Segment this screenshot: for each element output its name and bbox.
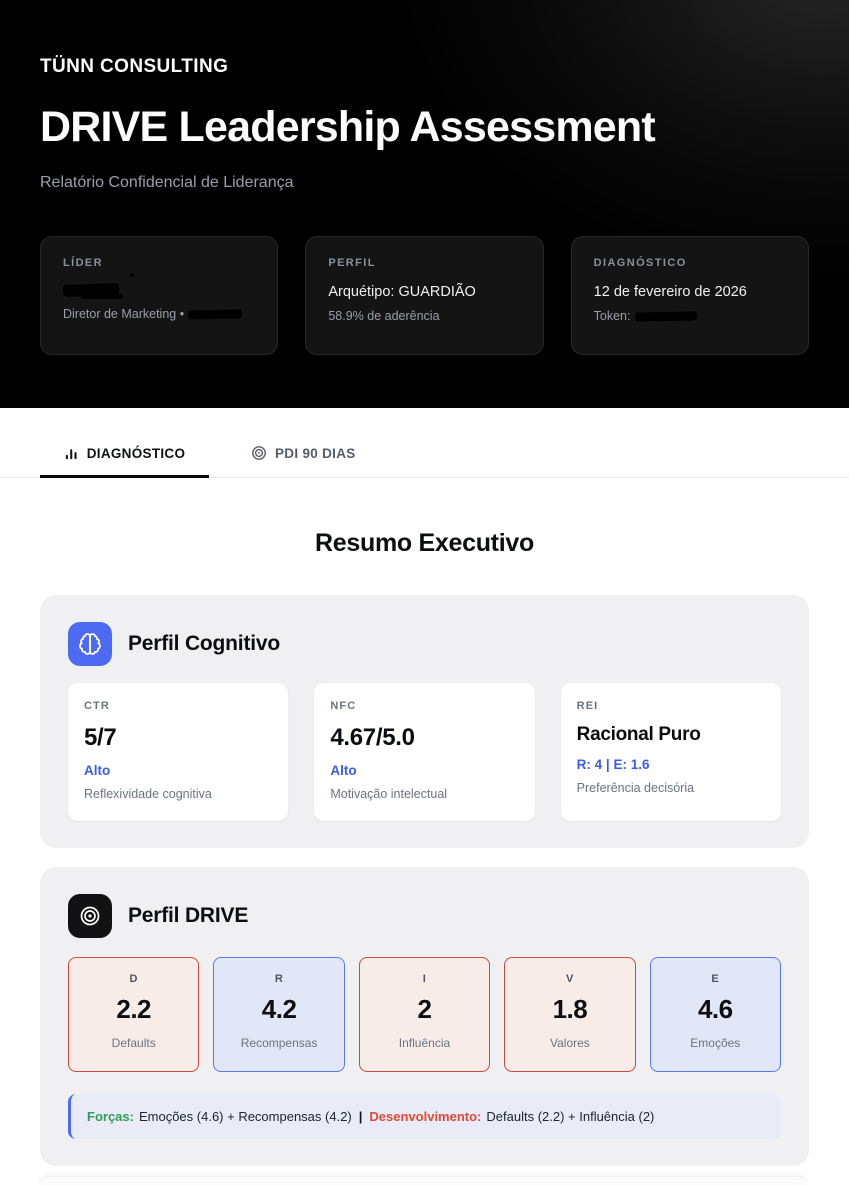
dimension-letter: E xyxy=(711,973,720,985)
brain-icon xyxy=(68,622,112,666)
leader-card: LÍDER Diretor de Marketing • xyxy=(40,236,279,355)
metric-level: Alto xyxy=(84,763,111,778)
diagnostic-card-label: DIAGNÓSTICO xyxy=(593,257,687,269)
dimension-letter: D xyxy=(129,973,138,985)
metric-code: NFC xyxy=(330,700,357,712)
leader-name-redacted xyxy=(62,273,255,299)
dimension-card-recompensas: R 4.2 Recompensas xyxy=(213,957,345,1072)
dimension-name: Recompensas xyxy=(240,1036,318,1050)
report-title: DRIVE Leadership Assessment xyxy=(40,103,656,151)
token-redacted xyxy=(634,311,697,322)
diagnostic-date: 12 de fevereiro de 2026 xyxy=(593,284,747,300)
dimension-letter: R xyxy=(274,973,284,985)
token-label: Token: xyxy=(593,309,631,323)
dimension-score: 2 xyxy=(417,994,432,1024)
dimension-score: 4.2 xyxy=(261,994,297,1024)
dimension-name: Influência xyxy=(398,1036,451,1050)
section-title: Resumo Executivo xyxy=(315,529,534,557)
leader-role: Diretor de Marketing • xyxy=(63,307,255,321)
drive-panel-title: Perfil DRIVE xyxy=(128,904,249,927)
dimension-card-defaults: D 2.2 Defaults xyxy=(68,957,200,1072)
cognitive-profile-panel: Perfil Cognitivo CTR 5/7 Alto Reflexivid… xyxy=(40,595,809,848)
metric-card-nfc: NFC 4.67/5.0 Alto Motivação intelectual xyxy=(314,683,535,821)
metric-card-ctr: CTR 5/7 Alto Reflexividade cognitiva xyxy=(68,683,289,821)
redaction-dot xyxy=(130,273,134,277)
hero-header: TÜNN CONSULTING DRIVE Leadership Assessm… xyxy=(0,0,849,408)
hero-info-cards: LÍDER Diretor de Marketing • PERFIL Arqu… xyxy=(40,236,809,355)
cognitive-panel-header: Perfil Cognitivo xyxy=(68,622,781,666)
brand-name: TÜNN CONSULTING xyxy=(40,56,229,77)
metric-description: Reflexividade cognitiva xyxy=(84,787,212,801)
leader-role-text: Diretor de Marketing • xyxy=(63,307,185,321)
dimension-name: Emoções xyxy=(690,1036,741,1050)
metric-value: 5/7 xyxy=(84,724,117,751)
drive-dimension-grid: D 2.2 Defaults R 4.2 Recompensas I 2 Inf… xyxy=(68,957,781,1072)
next-section-edge xyxy=(40,1177,807,1185)
dimension-card-valores: V 1.8 Valores xyxy=(504,957,636,1072)
metric-card-rei: REI Racional Puro R: 4 | E: 1.6 Preferên… xyxy=(560,683,781,821)
metric-description: Motivação intelectual xyxy=(330,787,448,801)
redaction-scribble-tail xyxy=(81,294,123,299)
strengths-text: Emoções (4.6) + Recompensas (4.2) xyxy=(138,1109,352,1124)
strengths-development-summary: Forças: Emoções (4.6) + Recompensas (4.2)… xyxy=(68,1094,781,1139)
token-line: Token: xyxy=(594,309,786,323)
drive-panel-header: Perfil DRIVE xyxy=(68,894,781,938)
company-redacted xyxy=(188,309,243,320)
drive-profile-panel: Perfil DRIVE D 2.2 Defaults R 4.2 Recomp… xyxy=(40,867,809,1166)
metric-level: Alto xyxy=(330,763,357,778)
metric-level: R: 4 | E: 1.6 xyxy=(576,757,650,772)
dimension-name: Defaults xyxy=(111,1036,156,1050)
profile-card: PERFIL Arquétipo: GUARDIÃO 58.9% de ader… xyxy=(305,236,544,355)
dimension-letter: V xyxy=(565,973,574,985)
bar-chart-icon xyxy=(64,446,79,461)
diagnostic-card: DIAGNÓSTICO 12 de fevereiro de 2026 Toke… xyxy=(570,236,809,355)
dimension-letter: I xyxy=(422,973,427,985)
cognitive-metric-grid: CTR 5/7 Alto Reflexividade cognitiva NFC… xyxy=(68,683,781,821)
archetype-value: Arquétipo: GUARDIÃO xyxy=(328,284,476,300)
tab-pdi-label: PDI 90 DIAS xyxy=(275,445,356,461)
tab-bar: DIAGNÓSTICO PDI 90 DIAS xyxy=(0,445,849,478)
dimension-score: 2.2 xyxy=(116,994,152,1024)
profile-card-label: PERFIL xyxy=(328,257,376,269)
tab-diagnostico-label: DIAGNÓSTICO xyxy=(86,445,186,461)
metric-code: CTR xyxy=(84,700,110,712)
dimension-card-influencia: I 2 Influência xyxy=(358,957,491,1072)
leader-card-label: LÍDER xyxy=(63,257,103,269)
metric-value: Racional Puro xyxy=(576,724,701,745)
metric-code: REI xyxy=(576,700,599,712)
cognitive-panel-title: Perfil Cognitivo xyxy=(128,632,280,655)
adherence-value: 58.9% de aderência xyxy=(328,309,440,323)
tab-diagnostico[interactable]: DIAGNÓSTICO xyxy=(40,445,209,478)
target-icon xyxy=(251,445,267,461)
tab-pdi-90-dias[interactable]: PDI 90 DIAS xyxy=(251,445,356,477)
dimension-name: Valores xyxy=(549,1036,590,1050)
dimension-score: 4.6 xyxy=(697,994,733,1024)
development-text: Defaults (2.2) + Influência (2) xyxy=(486,1109,655,1124)
report-body: Resumo Executivo Perfil Cognitivo CTR 5/… xyxy=(0,529,849,1166)
dimension-card-emocoes: E 4.6 Emoções xyxy=(649,957,781,1072)
metric-value: 4.67/5.0 xyxy=(330,724,415,751)
report-subtitle: Relatório Confidencial de Liderança xyxy=(40,174,294,191)
dimension-score: 1.8 xyxy=(552,994,588,1024)
development-label: Desenvolvimento: xyxy=(369,1109,482,1124)
metric-description: Preferência decisória xyxy=(576,781,695,795)
strengths-label: Forças: xyxy=(87,1109,134,1124)
summary-separator: | xyxy=(358,1109,363,1124)
target-icon xyxy=(68,894,112,938)
